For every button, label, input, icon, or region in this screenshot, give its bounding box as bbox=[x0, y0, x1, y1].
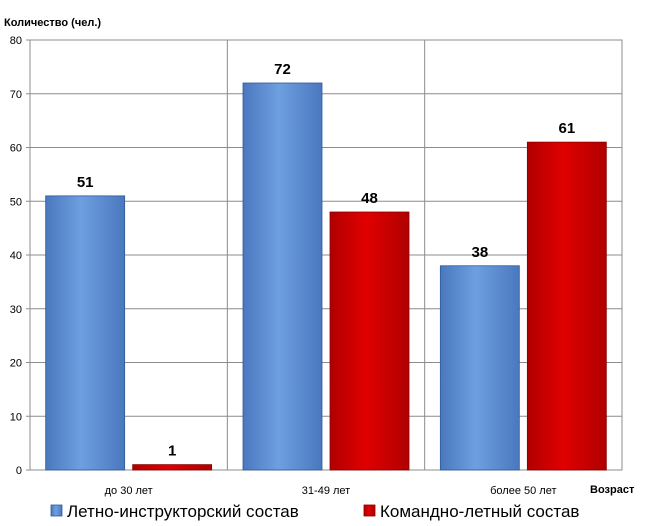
legend: Летно-инструкторский состав Командно-лет… bbox=[50, 502, 579, 521]
x-axis-title: Возраст bbox=[590, 484, 635, 496]
legend-swatch-series-2 bbox=[363, 504, 376, 517]
bar-series-1 bbox=[439, 265, 520, 471]
data-label: 48 bbox=[361, 190, 378, 207]
x-tick-label: до 30 лет bbox=[105, 485, 153, 497]
y-tick-label: 50 bbox=[10, 196, 22, 208]
bar-series-2 bbox=[132, 464, 213, 471]
bar-series-2 bbox=[526, 141, 607, 471]
y-tick-label: 20 bbox=[10, 358, 22, 370]
legend-item: Летно-инструкторский состав bbox=[50, 502, 299, 521]
y-tick-label: 30 bbox=[10, 304, 22, 316]
bar-series-1 bbox=[45, 195, 126, 471]
data-label: 72 bbox=[274, 61, 291, 78]
y-tick-label: 80 bbox=[10, 35, 22, 47]
y-tick-label: 10 bbox=[10, 411, 22, 423]
legend-swatch-series-1 bbox=[50, 504, 63, 517]
data-label: 1 bbox=[168, 443, 176, 460]
bar-series-2 bbox=[329, 211, 410, 471]
data-label: 61 bbox=[558, 120, 575, 137]
y-tick-label: 40 bbox=[10, 250, 22, 262]
legend-label-series-1: Летно-инструкторский состав bbox=[67, 502, 299, 521]
data-label: 38 bbox=[471, 244, 488, 261]
bar-series-1 bbox=[242, 82, 323, 471]
legend-item: Командно-летный состав bbox=[363, 502, 579, 521]
data-label: 51 bbox=[77, 174, 94, 191]
x-tick-label: 31-49 лет bbox=[302, 485, 350, 497]
y-tick-label: 0 bbox=[16, 465, 22, 477]
y-axis-title: Количество (чел.) bbox=[4, 17, 101, 29]
x-tick-label: более 50 лет bbox=[490, 485, 556, 497]
y-tick-label: 60 bbox=[10, 143, 22, 155]
legend-label-series-2: Командно-летный состав bbox=[380, 502, 579, 521]
y-tick-label: 70 bbox=[10, 89, 22, 101]
